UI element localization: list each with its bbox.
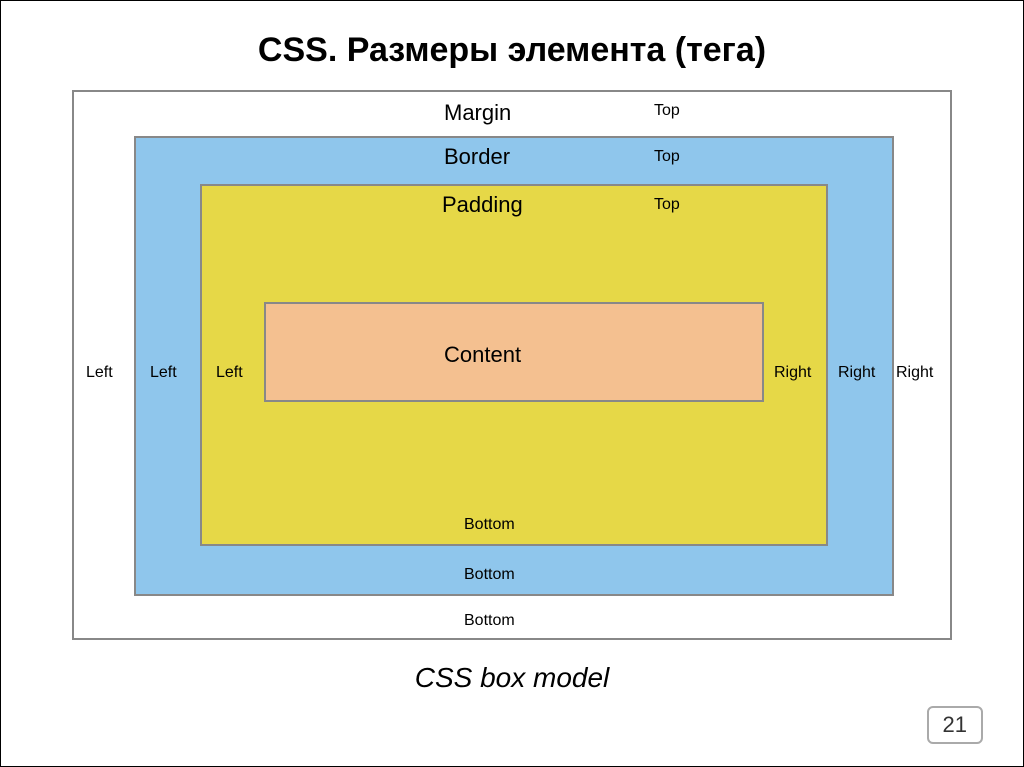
slide-title: CSS. Размеры элемента (тега) bbox=[41, 31, 983, 70]
border-bottom-label: Bottom bbox=[464, 566, 515, 584]
padding-right-label: Right bbox=[774, 364, 811, 382]
border-label: Border bbox=[444, 144, 510, 170]
margin-label: Margin bbox=[444, 100, 511, 126]
slide-subtitle: CSS box model bbox=[41, 662, 983, 694]
padding-left-label: Left bbox=[216, 364, 243, 382]
border-right-label: Right bbox=[838, 364, 875, 382]
margin-left-label: Left bbox=[86, 364, 113, 382]
margin-right-label: Right bbox=[896, 364, 933, 382]
page-number: 21 bbox=[927, 706, 983, 744]
border-left-label: Left bbox=[150, 364, 177, 382]
padding-bottom-label: Bottom bbox=[464, 516, 515, 534]
padding-top-label: Top bbox=[654, 196, 680, 214]
margin-bottom-label: Bottom bbox=[464, 612, 515, 630]
border-top-label: Top bbox=[654, 148, 680, 166]
content-label: Content bbox=[444, 342, 521, 368]
box-model-diagram: Margin Top Left Right Bottom Border Top … bbox=[72, 90, 952, 640]
margin-top-label: Top bbox=[654, 102, 680, 120]
slide: CSS. Размеры элемента (тега) Margin Top … bbox=[0, 0, 1024, 767]
padding-label: Padding bbox=[442, 192, 523, 218]
